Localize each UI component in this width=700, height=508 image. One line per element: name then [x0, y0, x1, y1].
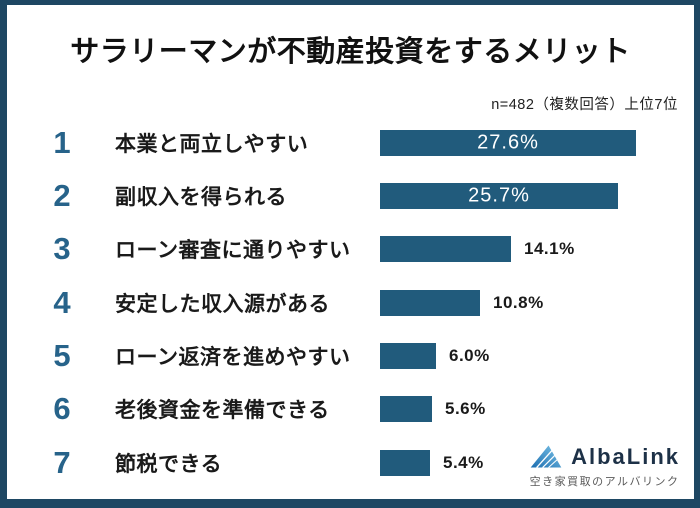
bar-chart: 1 本業と両立しやすい 27.6% 2 副収入を得られる 25.7% 3 ローン審査に通りやす… — [7, 116, 694, 490]
rank-number: 7 — [53, 444, 71, 480]
chart-row: 7 節税できる 5.4% — [7, 436, 694, 489]
value-label: 25.7% — [468, 184, 530, 207]
albalink-tagline: 空き家買取のアルバリンク — [529, 476, 680, 488]
value-label: 5.6% — [445, 399, 486, 419]
albalink-logo-row: AlbaLink — [529, 443, 680, 470]
category-label: ローン審査に通りやすい — [115, 239, 351, 263]
bar-track: 5.6% — [380, 396, 642, 423]
bar-track: 10.8% — [380, 289, 642, 316]
chart-row: 5 ローン返済を進めやすい 6.0% — [7, 329, 694, 382]
bar — [380, 289, 480, 316]
rank-number: 5 — [53, 338, 71, 374]
category-label: ローン返済を進めやすい — [115, 346, 351, 370]
bar — [380, 449, 430, 476]
bar-track: 5.4% — [380, 449, 642, 476]
chart-row: 1 本業と両立しやすい 27.6% — [7, 116, 694, 169]
value-label: 6.0% — [449, 346, 490, 366]
chart-row: 4 安定した収入源がある 10.8% — [7, 276, 694, 329]
category-label: 安定した収入源がある — [115, 292, 330, 316]
bar-track: 14.1% — [380, 236, 642, 263]
chart-row: 6 老後資金を準備できる 5.6% — [7, 383, 694, 436]
bar — [380, 182, 618, 209]
bar-track: 25.7% — [380, 182, 642, 209]
chart-row: 3 ローン審査に通りやすい 14.1% — [7, 223, 694, 276]
value-label: 27.6% — [477, 131, 539, 153]
bar — [380, 129, 636, 156]
bar — [380, 396, 432, 423]
chart-title: サラリーマンが不動産投資をするメリット — [70, 36, 631, 68]
category-label: 節税できる — [115, 452, 223, 476]
category-label: 副収入を得られる — [115, 185, 287, 209]
bar-track: 6.0% — [380, 343, 642, 370]
albalink-sail-icon — [530, 445, 562, 469]
rank-number: 1 — [53, 124, 71, 160]
rank-number: 2 — [53, 177, 71, 213]
rank-number: 3 — [53, 231, 71, 267]
category-label: 老後資金を準備できる — [115, 399, 330, 423]
value-label: 5.4% — [443, 452, 484, 472]
albalink-logo-text: AlbaLink — [571, 443, 680, 469]
albalink-logo: AlbaLink 空き家買取のアルバリンク — [529, 443, 680, 489]
rank-number: 4 — [53, 284, 71, 320]
value-label: 14.1% — [524, 239, 575, 259]
rank-number: 6 — [53, 391, 71, 427]
bar — [380, 343, 436, 370]
category-label: 本業と両立しやすい — [115, 132, 309, 156]
value-label: 10.8% — [493, 292, 544, 312]
sample-size-note: n=482（複数回答）上位7位 — [491, 96, 678, 113]
bar-track: 27.6% — [380, 129, 642, 156]
chart-row: 2 副収入を得られる 25.7% — [7, 169, 694, 222]
bar — [380, 236, 511, 263]
